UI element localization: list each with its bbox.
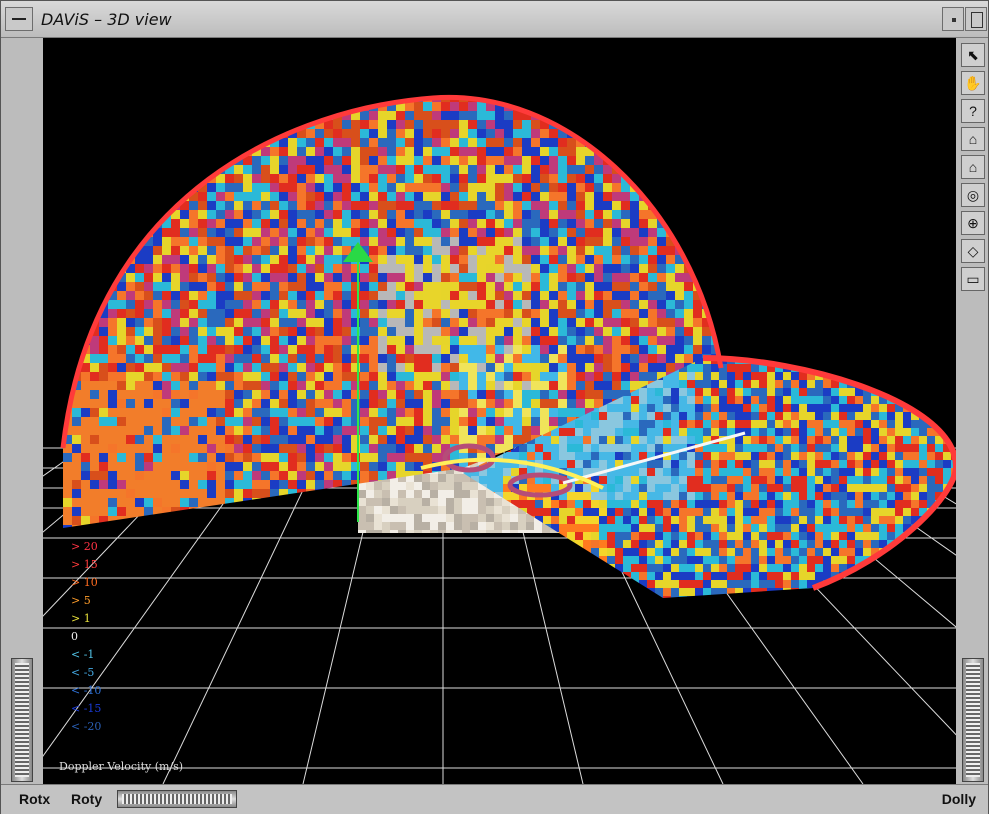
radar-scene[interactable] bbox=[43, 38, 956, 784]
set-home-icon[interactable]: ⌂ bbox=[961, 155, 985, 179]
select-pointer-icon[interactable]: ⬉ bbox=[961, 43, 985, 67]
roty-label: Roty bbox=[71, 791, 103, 807]
legend-item-9: < -15 bbox=[71, 702, 102, 715]
window-title: DAViS – 3D view bbox=[41, 10, 172, 29]
legend-item-5: 0 bbox=[71, 630, 78, 643]
axis-arrow bbox=[343, 242, 373, 262]
legend-item-4: > 1 bbox=[71, 612, 91, 625]
window-menu-button[interactable] bbox=[5, 7, 33, 31]
legend-title: Doppler Velocity (m/s) bbox=[59, 760, 184, 773]
highlight-ray bbox=[562, 431, 746, 485]
rotx-label: Rotx bbox=[19, 791, 51, 807]
title-bar: DAViS – 3D view bbox=[1, 1, 988, 38]
seek-icon[interactable]: ⊕ bbox=[961, 211, 985, 235]
velocity-legend: > 20 > 15 > 10 > 5 > 1 0 < -1 < -5 < -10… bbox=[71, 538, 241, 736]
dolly-label: Dolly bbox=[941, 791, 976, 807]
fan-rim bbox=[702, 355, 956, 591]
rotx-wheel[interactable] bbox=[11, 658, 33, 782]
legend-item-3: > 5 bbox=[71, 594, 91, 607]
dome-rim bbox=[60, 94, 724, 449]
minimize-button[interactable] bbox=[942, 7, 964, 31]
maximize-button[interactable] bbox=[965, 7, 987, 31]
dolly-wheel[interactable] bbox=[962, 658, 984, 782]
legend-item-0: > 20 bbox=[71, 540, 98, 553]
left-sidebar bbox=[1, 38, 43, 784]
camera-icon[interactable]: ▭ bbox=[961, 267, 985, 291]
bright-streak bbox=[420, 457, 604, 490]
roty-wheel[interactable] bbox=[117, 790, 237, 808]
projection-icon[interactable]: ◇ bbox=[961, 239, 985, 263]
radar-ring-2 bbox=[507, 472, 573, 498]
legend-item-6: < -1 bbox=[71, 648, 95, 661]
pan-hand-icon[interactable]: ✋ bbox=[961, 71, 985, 95]
bottom-bar: Rotx Roty Dolly bbox=[1, 784, 988, 814]
legend-item-7: < -5 bbox=[71, 666, 95, 679]
3d-viewport[interactable] bbox=[43, 38, 956, 784]
help-icon[interactable]: ? bbox=[961, 99, 985, 123]
view-all-icon[interactable]: ◎ bbox=[961, 183, 985, 207]
legend-item-10: < -20 bbox=[71, 720, 102, 733]
home-icon[interactable]: ⌂ bbox=[961, 127, 985, 151]
legend-item-2: > 10 bbox=[71, 576, 98, 589]
legend-item-1: > 15 bbox=[71, 558, 98, 571]
legend-item-8: < -10 bbox=[71, 684, 102, 697]
